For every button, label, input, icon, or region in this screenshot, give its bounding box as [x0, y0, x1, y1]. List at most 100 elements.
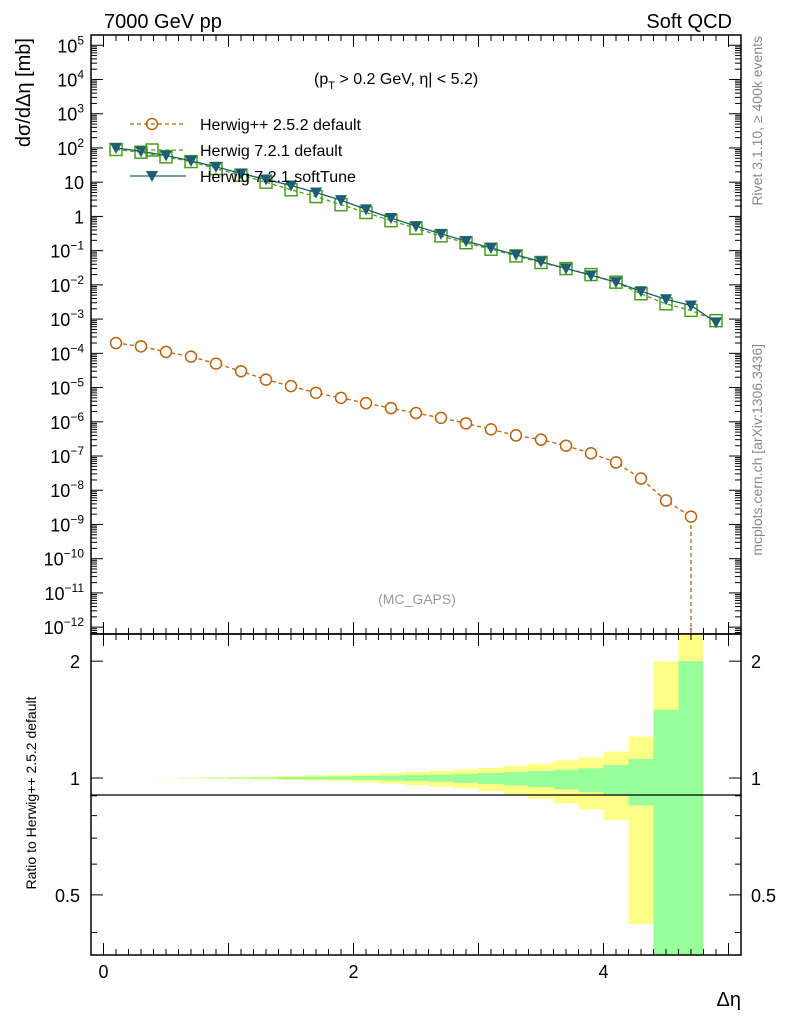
point-herwigpp: [209, 357, 223, 370]
main-x-ticks: [103, 35, 729, 634]
point-h721soft: [435, 228, 447, 240]
main-y-tick-label-base: 10: [50, 242, 70, 262]
cut-annotation-rest: > 0.2 GeV, η| < 5.2): [335, 71, 478, 88]
point-herwigpp: [434, 411, 448, 425]
main-y-tick-label-exponent: −7: [70, 444, 84, 458]
ratio-band-green: [228, 777, 254, 779]
main-y-tick-label: 103: [57, 102, 84, 125]
ratio-y-tick-label-right: 1: [751, 769, 761, 789]
ratio-band-green: [453, 773, 479, 783]
ratio-y-tick-label: 1: [70, 769, 80, 789]
point-h721soft: [660, 294, 672, 306]
point-herwigpp: [459, 417, 473, 430]
main-y-tick-label-exponent: −11: [65, 581, 85, 595]
ratio-band-green: [628, 758, 654, 806]
legend: Herwig++ 2.5.2 default Herwig 7.2.1 defa…: [130, 117, 362, 186]
point-h721soft: [510, 249, 522, 261]
main-y-tick-label-base: 10: [64, 173, 84, 193]
point-h721soft: [110, 142, 122, 154]
cut-annotation: (pT > 0.2 GeV, η| < 5.2): [314, 71, 478, 92]
ratio-band-green: [253, 777, 279, 779]
main-y-tick-label: 10−1: [50, 239, 84, 262]
ratio-band-green: [428, 774, 454, 782]
main-y-tick-label-exponent: −8: [70, 478, 84, 492]
point-herwigpp: [359, 396, 373, 410]
main-y-tick-label-base: 10: [50, 481, 70, 501]
main-y-tick-label: 10−11: [45, 581, 85, 604]
main-y-tick-label-base: 10: [50, 447, 70, 467]
ratio-band-green: [378, 775, 404, 781]
legend-entry-herwigpp: Herwig++ 2.5.2 default: [130, 117, 362, 134]
ratio-y-tick-label-right: 2: [751, 652, 761, 672]
ratio-x-tick-label: 4: [598, 962, 608, 982]
main-y-tick-label-exponent: −3: [70, 307, 84, 321]
main-y-tick-label-exponent: 2: [77, 136, 84, 150]
main-y-tick-label: 104: [57, 67, 84, 90]
main-y-tick-label-base: 10: [50, 379, 70, 399]
point-h721soft: [160, 150, 172, 162]
ratio-panel: 0.5 0.5 1 1 2 2 0 2 4 Ratio to Herwig++ 2.5.2 d…: [23, 633, 776, 1011]
ratio-band-green: [203, 777, 229, 779]
point-h721soft: [285, 180, 297, 192]
main-y-tick-label-exponent: −12: [64, 615, 85, 629]
ratio-band-green: [603, 765, 629, 796]
legend-entry-h721default: Herwig 7.2.1 default: [130, 143, 343, 160]
main-series-layer: [109, 142, 723, 634]
cut-annotation-open: (p: [314, 71, 328, 88]
main-y-tick-label-base: 10: [57, 36, 77, 56]
point-herwigpp: [584, 447, 598, 460]
point-h721soft: [485, 242, 497, 254]
main-y-tick-label-base: 10: [44, 618, 64, 638]
main-y-tick-label-exponent: −5: [70, 376, 84, 390]
ratio-y-tick-label: 2: [70, 652, 80, 672]
main-y-tick-label-exponent: −2: [70, 273, 84, 287]
ratio-band-green: [353, 776, 379, 781]
point-h721soft: [535, 256, 547, 268]
point-herwigpp: [509, 429, 523, 442]
ratio-band-green: [328, 776, 354, 780]
legend-label-herwigpp: Herwig++ 2.5.2 default: [200, 117, 362, 134]
legend-marker-h721default: [145, 143, 159, 157]
cut-annotation-sub: T: [328, 80, 335, 92]
ratio-y-axis-label: Ratio to Herwig++ 2.5.2 default: [23, 696, 39, 889]
main-y-tick-label: 10−5: [50, 376, 84, 399]
point-herwigpp: [559, 439, 573, 452]
point-h721soft: [685, 300, 697, 312]
point-h721soft: [635, 286, 647, 298]
main-y-tick-label-exponent: −6: [70, 410, 84, 424]
ratio-band-green: [653, 709, 679, 955]
main-y-axis-label: dσ/dΔη [mb]: [13, 38, 35, 147]
main-y-tick-label-base: 10: [50, 310, 70, 330]
main-y-tick-label: 10−8: [50, 478, 84, 501]
main-y-tick-label: 10−7: [50, 444, 84, 467]
main-y-tick-label-base: 10: [57, 70, 77, 90]
point-herwigpp: [259, 373, 273, 386]
point-h721soft: [135, 146, 147, 158]
point-herwigpp: [234, 364, 248, 378]
main-panel: 10510410310210110−110−210−310−410−510−61…: [13, 33, 742, 638]
main-y-tick-label-exponent: −9: [70, 512, 84, 526]
point-h721soft: [560, 263, 572, 275]
point-h721soft: [385, 212, 397, 224]
point-herwigpp: [184, 350, 198, 363]
ratio-band-green: [678, 661, 704, 955]
main-y-tick-label-exponent: −10: [64, 547, 85, 561]
point-h721soft: [710, 317, 722, 329]
legend-marker-h721soft: [146, 171, 158, 182]
main-y-tick-label: 102: [57, 136, 84, 159]
main-y-tick-label: 10−6: [50, 410, 84, 433]
point-herwigpp: [609, 456, 623, 469]
point-herwigpp: [484, 423, 498, 436]
point-herwigpp: [159, 345, 173, 359]
legend-entry-h721soft: Herwig 7.2.1 softTune: [130, 169, 356, 186]
header-left: 7000 GeV pp: [104, 11, 222, 33]
point-h721soft: [585, 270, 597, 282]
point-h721soft: [235, 168, 247, 180]
ratio-band-green: [553, 769, 579, 790]
ratio-band-green: [403, 775, 429, 782]
main-y-tick-label: 1: [74, 207, 84, 227]
main-panel-frame: [90, 34, 742, 635]
point-h721default: [534, 255, 548, 270]
ratio-y-tick-label-right: 0.5: [751, 886, 776, 906]
legend-label-h721default: Herwig 7.2.1 default: [200, 143, 343, 160]
